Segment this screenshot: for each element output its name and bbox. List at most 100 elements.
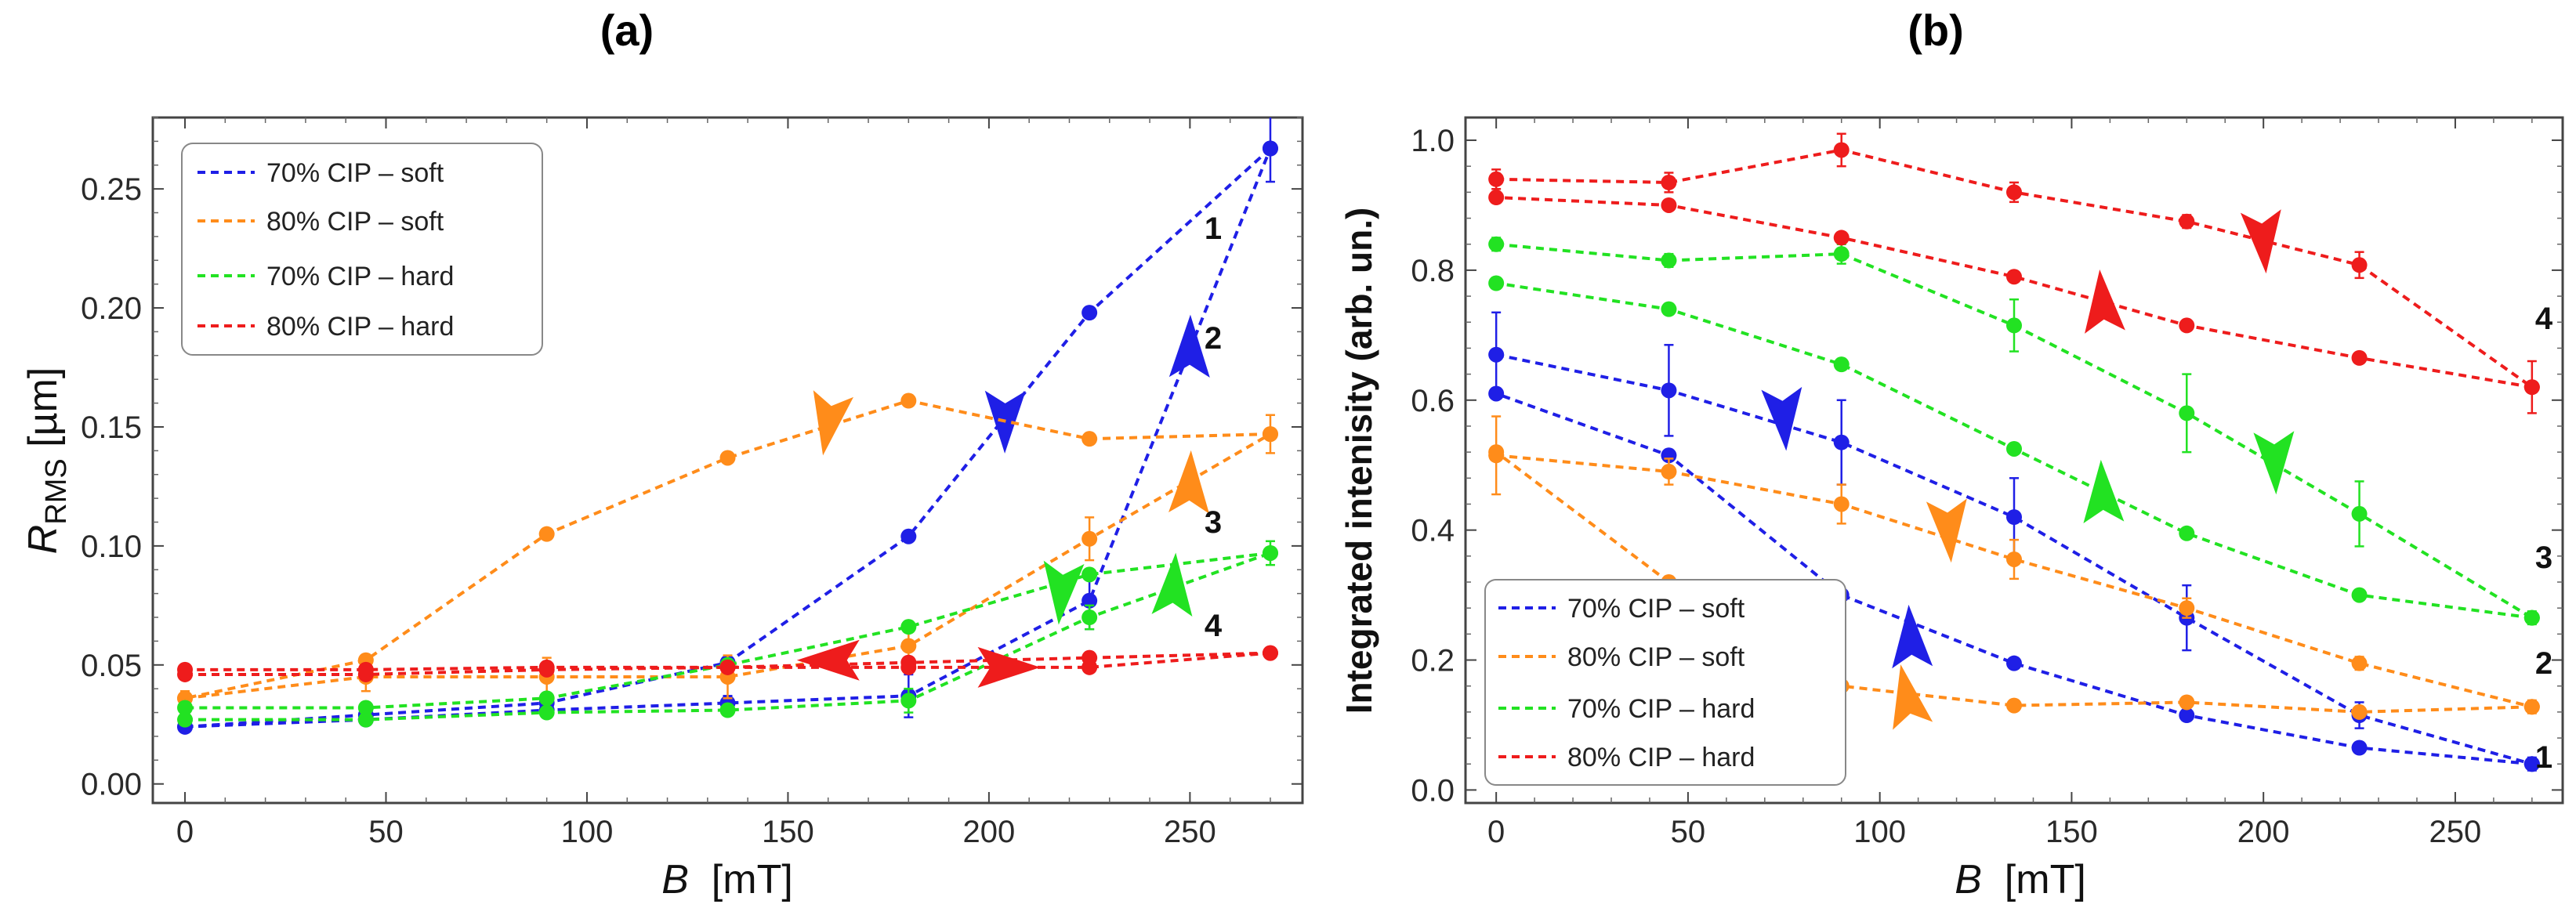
data-point [2006,509,2022,526]
series-4 [177,639,1278,688]
data-point [900,638,917,654]
data-point [1081,649,1098,666]
data-point [1488,236,1505,252]
y-tick-label: 0.8 [1411,254,1455,288]
curve-label-1: 1 [1205,212,1222,246]
series-line-decreasing [1496,196,2533,389]
data-point [1081,566,1098,583]
panel-b: (b) 0 50 100 150 200 250 0.0 0.2 0.4 0.6 0.8 1.0 1 … [1339,5,2564,902]
data-point [1833,496,1850,512]
direction-arrow [1761,386,1802,451]
series-line-decreasing [184,399,1271,700]
direction-arrow [1893,664,1933,730]
y-tick-label: 0.4 [1411,514,1455,548]
data-point [2006,655,2022,671]
curve-label-2: 2 [1205,321,1222,356]
data-point [1262,544,1278,561]
data-point [1833,230,1850,246]
data-point [1262,426,1278,443]
data-point [1488,171,1505,187]
data-point [2006,440,2022,457]
plot-area-b [1488,132,2540,772]
data-point [177,711,194,728]
data-point [1081,431,1098,447]
legend-a: 70% CIP – soft 80% CIP – soft 70% CIP – … [181,143,543,356]
data-point [1488,385,1505,402]
data-point [2523,756,2540,772]
data-point [1833,142,1850,158]
data-point [2351,349,2368,366]
data-point [1661,174,1677,190]
direction-arrow [2085,269,2125,334]
panel-a-label: (a) [600,5,654,55]
legend-label-80-hard: 80% CIP – hard [1567,743,1755,772]
direction-arrow [1892,604,1933,669]
data-point [1661,382,1677,399]
legend-label-70-soft: 70% CIP – soft [266,158,444,188]
x-axis-title-b-unit: [mT] [1982,857,2086,902]
data-point [2351,703,2368,720]
y-tick-label: 0.10 [81,530,142,564]
curve-labels-a: 1 2 3 4 [1205,212,1223,643]
legend-box-a [181,143,543,356]
ticks-a: 0 50 100 150 200 250 0.00 0.05 0.10 0.15 0.20 0.25 [81,117,1302,849]
direction-arrow [2253,431,2295,495]
data-point [538,526,555,542]
data-point [357,661,374,678]
x-tick-label: 50 [1671,815,1706,849]
curve-label-3: 3 [2535,541,2552,575]
data-point [2179,317,2195,334]
data-point [2179,405,2195,421]
data-point [1262,140,1278,157]
panel-b-label: (b) [1908,5,1964,55]
data-point [357,711,374,728]
x-axis-title-a-unit: [mT] [689,857,793,902]
data-point [2006,269,2022,285]
y-tick-label: 0.05 [81,649,142,683]
x-tick-label: 250 [2429,815,2482,849]
data-point [2351,505,2368,522]
series-1 [1488,311,2540,772]
legend-label-80-soft: 80% CIP – soft [266,207,444,237]
data-point [2179,694,2195,711]
data-point [1833,356,1850,373]
direction-arrow [796,639,860,681]
direction-arrow [2240,209,2281,274]
curve-labels-b: 1 2 3 4 [2535,302,2553,775]
data-point [1661,301,1677,317]
data-point [1262,645,1278,661]
data-point [2006,317,2022,334]
series-4 [1488,132,2540,414]
x-axis-title-a: B [mT] [661,857,793,902]
data-point [2179,600,2195,617]
legend-label-80-soft: 80% CIP – soft [1567,642,1745,672]
data-point [2351,740,2368,756]
y-tick-label: 1.0 [1411,124,1455,158]
legend-b: 70% CIP – soft 80% CIP – soft 70% CIP – … [1484,579,1846,786]
y-axis-title-a-sub: RMS [40,458,73,524]
legend-label-70-hard: 70% CIP – hard [266,262,454,291]
y-axis-title-a-main: R [20,525,66,555]
data-point [2523,379,2540,396]
data-point [900,392,917,409]
series-3 [177,540,1278,728]
data-point [2351,587,2368,603]
data-point [1081,530,1098,547]
y-tick-label: 0.6 [1411,384,1455,418]
y-axis-title-a-unit: [µm] [20,367,66,459]
y-axis-title-b: Integrated intenisity (arb. un.) [1339,208,1379,714]
data-point [538,690,555,707]
x-tick-label: 150 [2045,815,2098,849]
data-point [719,702,736,718]
curve-label-4: 4 [1205,609,1223,643]
x-axis-title-b-main: B [1955,857,1982,902]
data-point [2351,257,2368,273]
legend-label-70-hard: 70% CIP – hard [1567,694,1755,724]
data-point [2523,609,2540,626]
data-point [900,693,917,709]
y-tick-label: 0.25 [81,172,142,207]
direction-arrow [813,390,854,456]
x-tick-label: 50 [368,815,404,849]
y-tick-label: 0.2 [1411,644,1455,678]
